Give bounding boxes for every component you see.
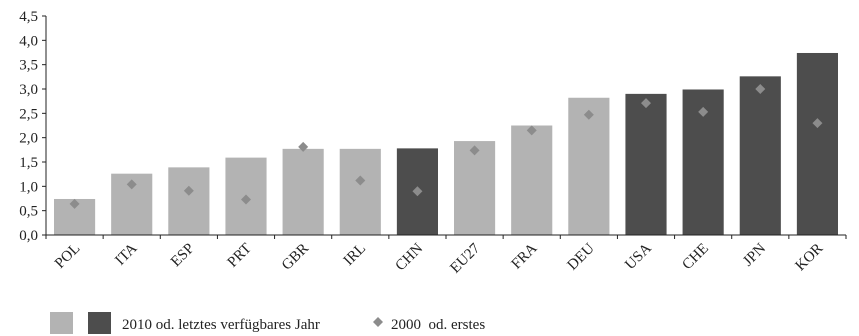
- bar-jpn: [739, 76, 781, 235]
- marker-che: [698, 106, 709, 117]
- x-category-label: DEU: [565, 240, 598, 273]
- x-category-label: USA: [622, 240, 655, 273]
- x-category-label: EU27: [447, 240, 483, 276]
- marker-esp: [183, 185, 194, 196]
- marker-chn: [412, 186, 423, 197]
- y-tick-label: 1,0: [19, 179, 38, 195]
- marker-jpn: [755, 84, 766, 94]
- marker-pol: [69, 198, 80, 209]
- legend-label-2010: 2010 od. letztes verfügbares Jahr: [122, 317, 320, 333]
- y-tick-label: 2,5: [19, 106, 38, 122]
- marker-irl: [355, 175, 366, 186]
- x-axis: POL ITA ESP PRT GBR IRL CHN EU27 FRA DEU USA CHE JPN…: [45, 234, 847, 277]
- marker-eu27: [469, 145, 480, 156]
- marker-series: [69, 84, 823, 209]
- bar-irl: [339, 148, 381, 235]
- x-category-label: CHN: [393, 240, 427, 274]
- bar-fra: [511, 125, 553, 235]
- bar-deu: [568, 97, 610, 235]
- x-category-label: GBR: [279, 241, 312, 274]
- legend-swatch-dark: [88, 312, 111, 334]
- legend-swatch-light: [50, 312, 73, 334]
- x-category-label: PRT: [225, 241, 255, 271]
- bar-kor: [796, 52, 838, 236]
- bar-eu27: [454, 141, 496, 235]
- y-axis: 0,0 0,5 1,0 1,5 2,0 2,5 3,0 3,5 4,0 4,5: [19, 9, 47, 244]
- x-category-label: FRA: [509, 240, 541, 272]
- y-tick-label: 0,0: [19, 228, 38, 244]
- bar-esp: [168, 167, 210, 235]
- x-category-label: POL: [52, 241, 83, 272]
- legend-diamond-marker: [373, 317, 383, 327]
- x-category-label: JPN: [740, 240, 769, 269]
- y-tick-label: 4,0: [19, 33, 38, 49]
- y-tick-label: 4,5: [19, 9, 38, 25]
- legend-label-2000: 2000 od. erstes: [391, 317, 485, 333]
- x-category-label: CHE: [679, 241, 712, 274]
- y-tick-label: 3,5: [19, 58, 38, 74]
- bar-series: [54, 52, 838, 236]
- marker-deu: [583, 109, 594, 120]
- y-tick-label: 3,0: [19, 82, 38, 98]
- marker-usa: [641, 98, 651, 109]
- marker-fra: [526, 125, 537, 136]
- marker-gbr: [298, 141, 309, 152]
- bar-gbr: [282, 148, 324, 235]
- y-tick-label: 0,5: [19, 204, 38, 220]
- x-category-label: ITA: [112, 240, 140, 268]
- marker-prt: [241, 194, 251, 205]
- marker-kor: [812, 118, 823, 129]
- legend: 2010 od. letztes verfügbares Jahr 2000 o…: [50, 312, 485, 334]
- x-category-label: IRL: [341, 241, 369, 269]
- marker-ita: [126, 179, 137, 190]
- x-category-label: KOR: [793, 241, 827, 275]
- y-tick-label: 2,0: [19, 131, 38, 147]
- y-tick-label: 1,5: [19, 155, 38, 171]
- bar-usa: [625, 93, 667, 235]
- x-category-label: ESP: [168, 241, 198, 271]
